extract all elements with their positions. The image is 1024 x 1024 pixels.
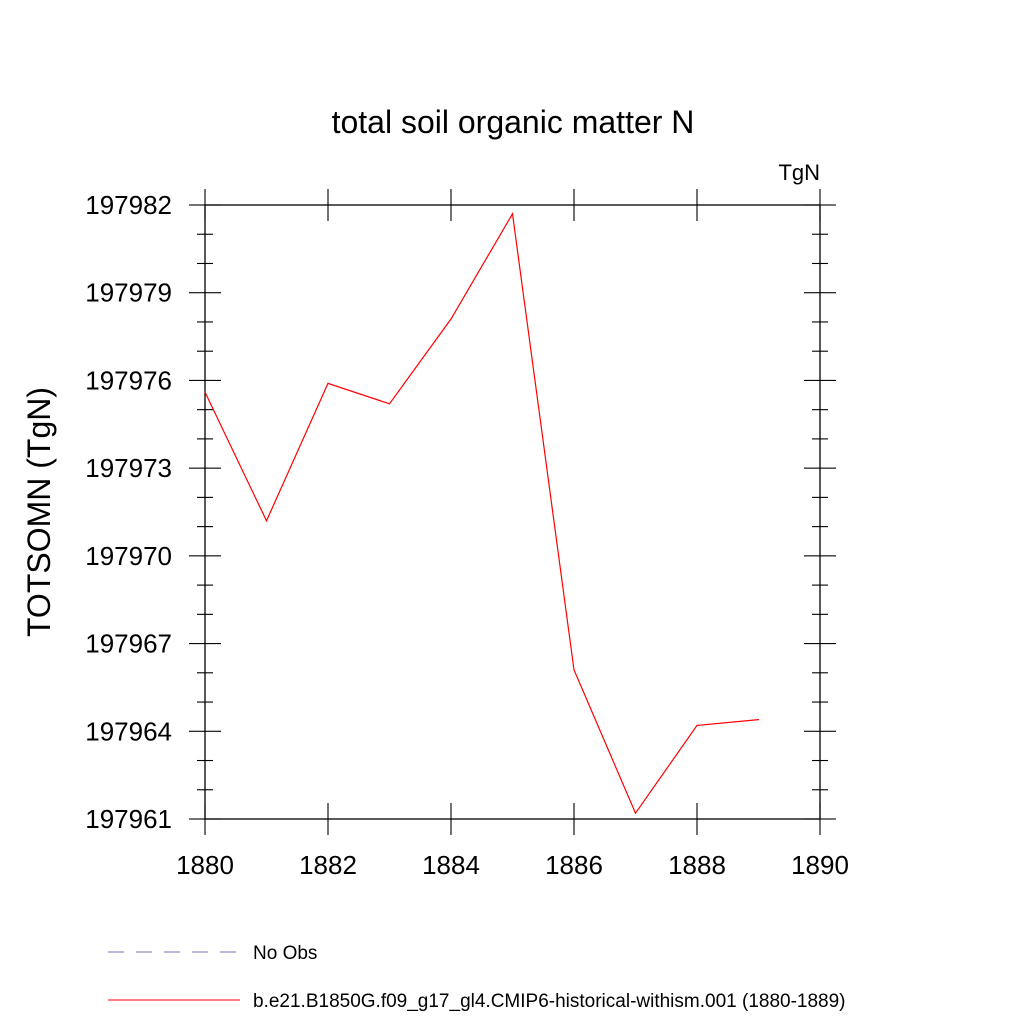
y-tick-label: 197967 [85,629,172,659]
y-tick-label: 197964 [85,716,172,746]
data-point [696,724,698,727]
data-point [265,520,268,522]
legend-label: b.e21.B1850G.f09_g17_gl4.CMIP6-historica… [253,991,846,1012]
series-group [204,211,760,815]
plot-area: 1880 1882 1884 1886 1888 1890 197961 197964 1979… [85,189,849,880]
series-line [204,211,759,815]
y-tick-label: 197961 [85,804,172,834]
chart-title: total soil organic matter N [332,104,695,140]
y-axis-label: TOTSOMN (TgN) [21,387,57,637]
data-point [450,318,452,320]
x-tick-label: 1884 [422,850,480,880]
x-tick-label: 1886 [545,850,603,880]
x-tick-label: 1888 [668,850,726,880]
plot-frame [204,204,821,820]
tick-labels: 1880 1882 1884 1886 1888 1890 197961 197964 1979… [85,190,849,880]
y-tick-label: 197982 [85,190,172,220]
data-point [634,812,637,814]
x-tick-label: 1890 [791,850,849,880]
y-tick-label: 197973 [85,453,172,483]
data-point [511,213,514,215]
data-point [327,382,329,384]
data-point [573,669,575,671]
legend-label: No Obs [253,943,317,964]
y-tick-label: 197976 [85,365,172,395]
x-tick-label: 1882 [299,850,357,880]
data-point [388,403,391,405]
data-point [204,391,206,393]
x-tick-label: 1880 [176,850,234,880]
y-tick-label: 197979 [85,278,172,308]
units-label: TgN [778,160,820,185]
axis-ticks [189,189,836,835]
y-tick-label: 197970 [85,541,172,571]
data-point [757,718,760,721]
legend: No Obs b.e21.B1850G.f09_g17_gl4.CMIP6-his… [108,943,846,1012]
